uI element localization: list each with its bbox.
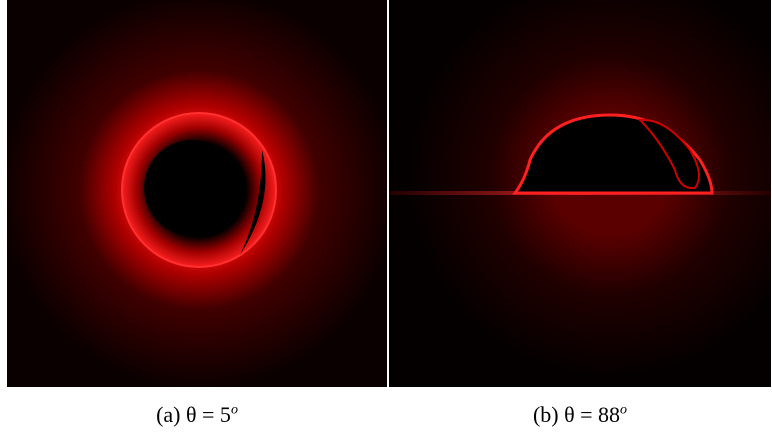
caption-b: (b) θ = 88o (430, 402, 730, 428)
caption-superscript: o (230, 402, 238, 418)
crescent (240, 150, 266, 255)
caption-superscript: o (620, 402, 628, 418)
figure (7, 0, 771, 387)
caption-text: (b) θ = 88 (532, 402, 621, 427)
inner-arc (637, 118, 700, 190)
caption-a: (a) θ = 5o (47, 402, 347, 428)
shadow (144, 140, 240, 236)
caption-text: (a) θ = 5 (156, 402, 231, 427)
